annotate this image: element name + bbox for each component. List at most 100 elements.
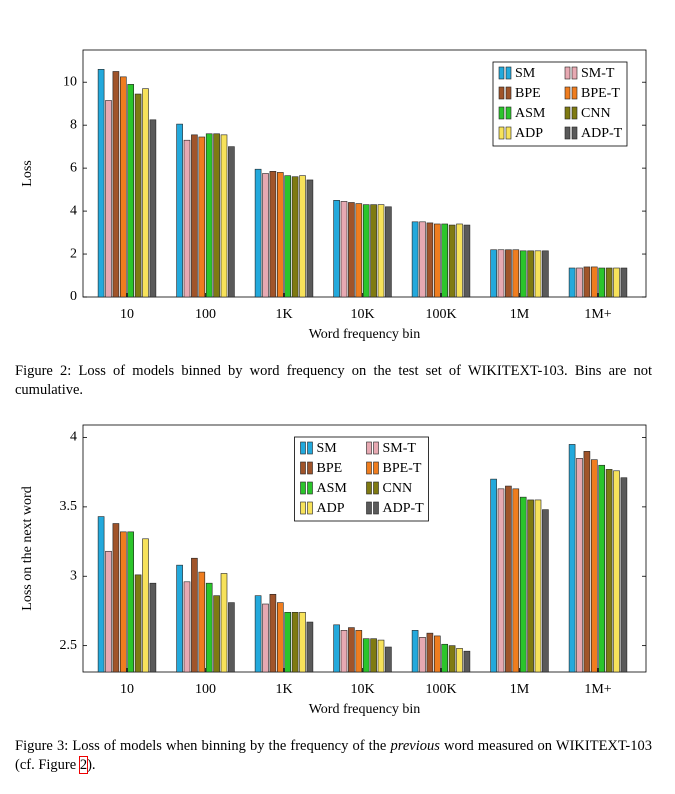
bar	[456, 648, 463, 673]
x-tick-label: 10K	[350, 307, 374, 322]
caption-emphasis: previous	[390, 738, 440, 754]
legend-swatch	[307, 501, 313, 515]
bar	[433, 635, 441, 673]
y-axis-label: Loss	[20, 160, 35, 186]
legend-swatch	[366, 441, 372, 455]
bar	[433, 223, 441, 298]
legend-swatch	[307, 481, 313, 495]
bar	[583, 266, 591, 298]
y-tick-label: 3.5	[60, 499, 78, 514]
bar	[534, 499, 542, 673]
legend-swatch	[366, 501, 372, 515]
y-tick-label: 4	[70, 430, 77, 445]
bar	[97, 69, 105, 298]
bar	[377, 204, 385, 298]
bar	[497, 488, 505, 673]
legend-box	[294, 436, 429, 522]
bar	[284, 612, 292, 673]
legend-swatch	[366, 481, 372, 495]
legend-label: SM	[317, 441, 338, 456]
bar	[605, 267, 613, 298]
caption-text: ).	[87, 757, 96, 773]
y-tick-label: 8	[70, 117, 77, 132]
bar	[411, 630, 419, 673]
y-tick-label: 3	[70, 568, 77, 583]
bar	[127, 84, 134, 298]
bar	[127, 531, 134, 673]
legend-label: SM-T	[581, 66, 615, 81]
bar	[568, 444, 576, 673]
legend-label: BPE-T	[581, 86, 620, 101]
bar	[576, 267, 583, 298]
legend-swatch	[307, 461, 313, 475]
x-tick-label: 1M	[510, 682, 530, 697]
legend-swatch	[505, 86, 512, 100]
bar	[291, 176, 299, 298]
bar	[419, 221, 426, 298]
bar	[490, 249, 497, 298]
x-axis-label: Word frequency bin	[309, 327, 421, 342]
bar	[385, 206, 392, 298]
x-tick-label: 1M	[510, 307, 530, 322]
legend-swatch	[373, 441, 379, 455]
x-tick-label: 1M+	[584, 307, 611, 322]
bar	[370, 204, 377, 298]
bar	[355, 630, 363, 673]
legend-swatch	[498, 106, 505, 120]
bar	[519, 496, 527, 673]
figure-reference[interactable]: 2	[78, 756, 89, 774]
legend-label: ASM	[515, 106, 546, 121]
bar	[448, 645, 456, 673]
legend-swatch	[307, 441, 313, 455]
x-tick-label: 100	[195, 307, 216, 322]
legend-swatch	[300, 481, 306, 495]
x-tick-label: 10	[120, 682, 134, 697]
bar	[333, 200, 340, 298]
legend-swatch	[571, 86, 578, 100]
bar	[333, 624, 340, 673]
bar	[269, 171, 277, 298]
legend-label: CNN	[383, 481, 413, 496]
bar	[213, 595, 220, 673]
bar	[112, 523, 120, 673]
bar	[620, 267, 628, 298]
x-tick-label: 100K	[425, 307, 456, 322]
bar	[220, 134, 228, 298]
bar	[191, 557, 198, 673]
bar	[112, 71, 120, 298]
bar	[613, 470, 620, 673]
bar	[441, 643, 449, 673]
caption-text: Figure 3: Loss of models when binning by…	[15, 738, 391, 754]
legend-swatch	[564, 126, 571, 140]
legend-swatch	[300, 501, 306, 515]
bar	[198, 136, 206, 298]
bar	[262, 603, 269, 673]
bar	[348, 202, 355, 298]
x-tick-label: 1M+	[584, 682, 611, 697]
bar	[262, 173, 269, 298]
x-tick-label: 100	[195, 682, 216, 697]
y-tick-label: 6	[70, 160, 77, 175]
bar	[512, 249, 520, 298]
bar	[362, 638, 370, 673]
y-tick-label: 2	[70, 246, 77, 261]
legend-swatch	[300, 441, 306, 455]
bar	[463, 224, 471, 298]
legend-swatch	[498, 66, 505, 80]
legend-swatch	[505, 66, 512, 80]
bar	[448, 224, 456, 298]
bar	[306, 179, 314, 298]
bar	[276, 172, 284, 298]
x-tick-label: 10	[120, 307, 134, 322]
bar	[198, 571, 206, 673]
bar	[149, 582, 157, 673]
bar	[613, 267, 620, 298]
bar	[497, 249, 505, 298]
bar	[299, 175, 306, 298]
bar	[426, 222, 434, 298]
bar	[505, 485, 512, 673]
bar	[105, 550, 112, 673]
bar	[583, 451, 591, 673]
y-tick-label: 4	[70, 203, 77, 218]
bar	[411, 221, 419, 298]
